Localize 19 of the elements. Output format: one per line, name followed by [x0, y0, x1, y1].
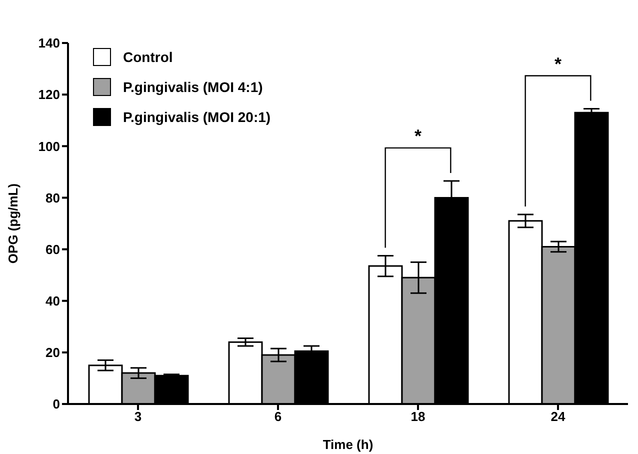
x-tick-label: 24 [550, 409, 566, 424]
y-tick-label: 20 [46, 345, 60, 360]
y-tick-label: 120 [38, 87, 60, 102]
x-tick-label: 3 [134, 409, 142, 424]
x-tick-label: 18 [410, 409, 426, 424]
y-tick-label: 100 [38, 138, 60, 154]
legend-label: P.gingivalis (MOI 20:1) [123, 109, 271, 125]
annotation: * [554, 54, 562, 74]
x-tick-label: 6 [274, 409, 282, 424]
y-tick-label: 40 [46, 293, 60, 308]
annotation: * [414, 126, 422, 146]
y-tick-label: 80 [46, 190, 60, 206]
y-tick-label: 60 [46, 242, 60, 257]
x-axis-title: Time (h) [322, 437, 374, 452]
legend-label: P.gingivalis (MOI 4:1) [123, 79, 263, 95]
y-tick-label: 0 [52, 396, 60, 412]
y-tick-label: 140 [38, 36, 60, 51]
y-axis-title: OPG (pg/mL) [6, 183, 21, 264]
legend-label: Control [123, 49, 173, 65]
